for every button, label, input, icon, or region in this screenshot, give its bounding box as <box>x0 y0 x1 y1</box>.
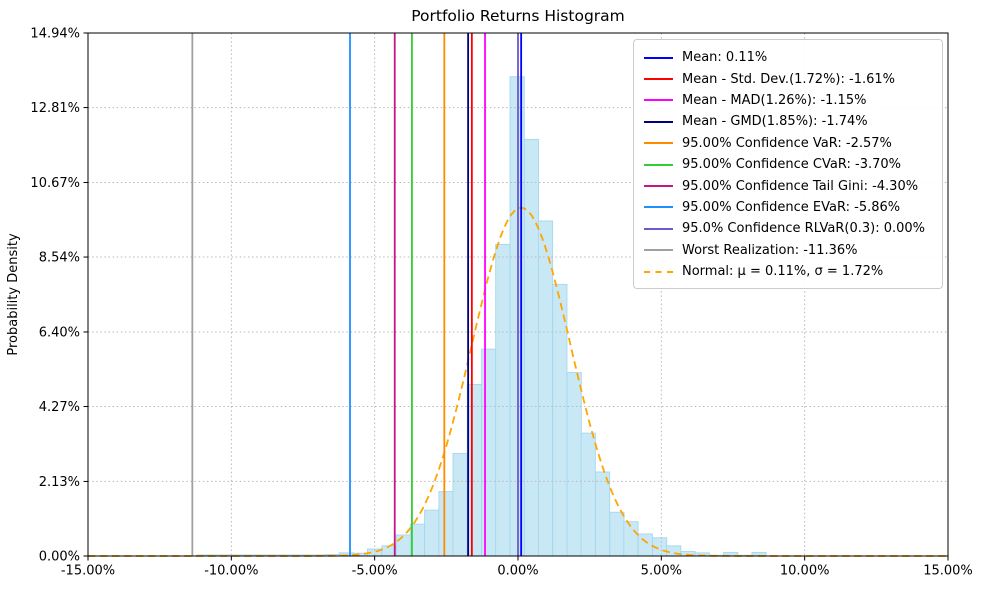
legend-item: Normal: μ = 0.11%, σ = 1.72% <box>644 261 932 282</box>
legend-item: Mean: 0.11% <box>644 47 932 68</box>
legend-line-swatch <box>644 163 673 166</box>
legend-line-swatch <box>644 270 673 273</box>
y-tick-label: 10.67% <box>30 176 80 191</box>
legend: Mean: 0.11% Mean - Std. Dev.(1.72%): -1.6… <box>633 39 943 290</box>
y-tick-label: 8.54% <box>39 251 80 266</box>
legend-line-swatch <box>644 227 673 230</box>
legend-line-swatch <box>644 142 673 145</box>
legend-label: Worst Realization: -11.36% <box>682 242 858 258</box>
y-tick-label: 14.94% <box>30 27 80 42</box>
legend-item: 95.00% Confidence Tail Gini: -4.30% <box>644 175 932 196</box>
x-tick-label: 10.00% <box>780 564 830 579</box>
histogram-bar <box>580 432 596 557</box>
y-tick-label: 4.27% <box>39 400 80 415</box>
histogram-bar <box>566 372 582 557</box>
legend-line-swatch <box>644 120 673 123</box>
histogram-bar <box>438 491 454 557</box>
legend-label: 95.0% Confidence RLVaR(0.3): 0.00% <box>682 221 926 237</box>
y-tick-label: 0.00% <box>39 550 80 565</box>
legend-item: 95.00% Confidence VaR: -2.57% <box>644 133 932 154</box>
histogram-bar <box>466 384 483 557</box>
legend-item: Mean - Std. Dev.(1.72%): -1.61% <box>644 68 932 89</box>
legend-label: Mean - Std. Dev.(1.72%): -1.61% <box>682 71 896 87</box>
histogram-bar <box>537 220 554 557</box>
x-tick-label: 5.00% <box>641 564 682 579</box>
histogram-bar <box>623 521 639 557</box>
histogram-bar <box>495 243 511 557</box>
legend-label: 95.00% Confidence EVaR: -5.86% <box>682 199 901 215</box>
legend-line-swatch <box>644 185 673 188</box>
legend-line-swatch <box>644 249 673 252</box>
histogram-bar <box>523 138 540 557</box>
histogram-bar <box>395 534 411 557</box>
y-tick-label: 2.13% <box>39 475 80 490</box>
legend-item: Worst Realization: -11.36% <box>644 240 932 261</box>
x-tick-label: -15.00% <box>61 564 115 579</box>
legend-item: 95.00% Confidence CVaR: -3.70% <box>644 154 932 175</box>
x-tick-label: 15.00% <box>923 564 973 579</box>
legend-line-swatch <box>644 78 673 81</box>
histogram-bar <box>452 452 468 557</box>
histogram-bar <box>552 283 568 557</box>
legend-item: Mean - MAD(1.26%): -1.15% <box>644 90 932 111</box>
x-tick-label: 0.00% <box>497 564 538 579</box>
legend-label: 95.00% Confidence CVaR: -3.70% <box>682 157 901 173</box>
histogram-bar <box>481 348 497 557</box>
legend-label: Mean: 0.11% <box>682 50 768 66</box>
legend-item: Mean - GMD(1.85%): -1.74% <box>644 111 932 132</box>
x-tick-label: -10.00% <box>204 564 258 579</box>
y-tick-label: 6.40% <box>39 325 80 340</box>
histogram-bar <box>609 511 625 557</box>
legend-line-swatch <box>644 56 673 59</box>
y-tick-label: 12.81% <box>30 101 80 116</box>
histogram-bar <box>424 509 440 557</box>
y-axis-label: Probability Density <box>6 233 21 356</box>
histogram-bar <box>594 471 611 557</box>
x-tick-label: -5.00% <box>352 564 398 579</box>
legend-line-swatch <box>644 206 673 209</box>
legend-label: Normal: μ = 0.11%, σ = 1.72% <box>682 264 884 280</box>
legend-label: Mean - MAD(1.26%): -1.15% <box>682 92 867 108</box>
legend-label: 95.00% Confidence VaR: -2.57% <box>682 135 892 151</box>
legend-label: Mean - GMD(1.85%): -1.74% <box>682 114 868 130</box>
legend-item: 95.0% Confidence RLVaR(0.3): 0.00% <box>644 218 932 239</box>
legend-item: 95.00% Confidence EVaR: -5.86% <box>644 197 932 218</box>
legend-line-swatch <box>644 99 673 102</box>
legend-label: 95.00% Confidence Tail Gini: -4.30% <box>682 178 919 194</box>
histogram-bar <box>637 533 653 557</box>
chart-title: Portfolio Returns Histogram <box>411 7 625 25</box>
